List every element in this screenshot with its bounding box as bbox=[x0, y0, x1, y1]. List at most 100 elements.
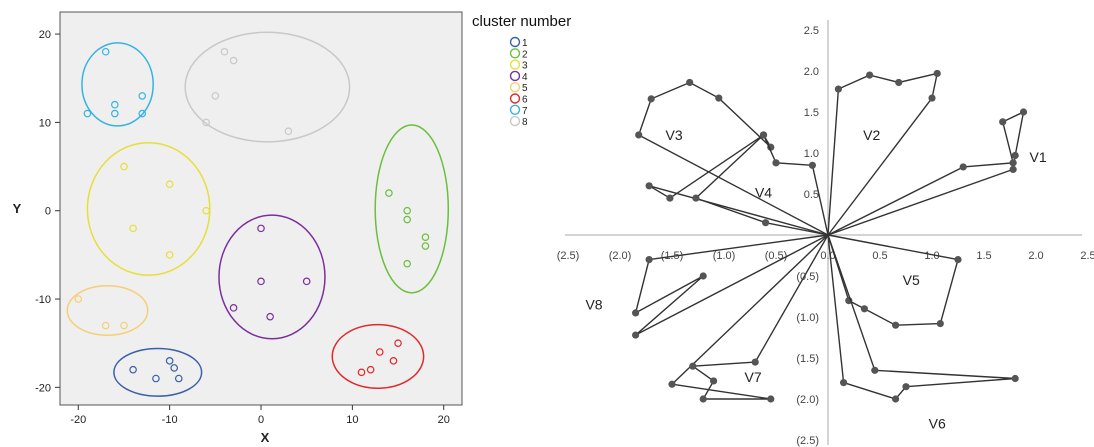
y-tick-label: (1.0) bbox=[796, 312, 819, 324]
cluster-4-ellipse bbox=[218, 214, 326, 340]
cluster-8-point bbox=[220, 47, 229, 56]
y-tick-label: -20 bbox=[35, 382, 51, 394]
cluster-5-point bbox=[74, 295, 83, 303]
cluster-2-point bbox=[421, 242, 430, 250]
cluster-8-point bbox=[202, 118, 210, 127]
y-tick-label: 0 bbox=[45, 206, 51, 218]
x-tick-label: 2.5 bbox=[1080, 250, 1094, 262]
legend-label-2: 2 bbox=[522, 49, 528, 60]
series-v2: V2 bbox=[827, 69, 941, 236]
series-v6: V6 bbox=[827, 234, 1019, 432]
x-axis-ticks: -20 -10 0 10 20 bbox=[70, 405, 450, 426]
y-tick-label: 2.5 bbox=[804, 25, 819, 37]
series-point bbox=[635, 131, 643, 139]
series-point bbox=[645, 182, 653, 190]
series-point bbox=[959, 163, 967, 171]
x-tick-label: (0.5) bbox=[765, 250, 788, 262]
y-tick-label: (0.5) bbox=[796, 271, 819, 283]
series-point bbox=[860, 305, 868, 313]
y-tick-label: 2.0 bbox=[804, 66, 819, 78]
series-point bbox=[1009, 159, 1017, 167]
series-label: V3 bbox=[666, 127, 683, 143]
cluster-2-ellipse bbox=[374, 124, 450, 294]
cluster-6-ellipse bbox=[331, 323, 425, 389]
series-point bbox=[928, 94, 936, 102]
series-point bbox=[647, 95, 655, 103]
y-tick-label: 0.5 bbox=[804, 189, 819, 201]
legend-marker-8 bbox=[509, 115, 521, 127]
ray-to-origin bbox=[811, 165, 829, 236]
legend-label-8: 8 bbox=[522, 117, 528, 128]
cluster-1-ellipse bbox=[113, 347, 203, 397]
series-point bbox=[699, 395, 707, 403]
legend-marker-5 bbox=[509, 81, 521, 93]
cluster-5-ellipse bbox=[66, 285, 149, 336]
cluster-5-point bbox=[120, 321, 128, 330]
series-point bbox=[871, 366, 879, 374]
ray-to-origin bbox=[648, 185, 829, 236]
cluster-1-point bbox=[170, 364, 179, 372]
biplot-chart: (2.5)(2.0)(1.5)(1.0)(0.5)0.00.51.01.52.0… bbox=[557, 20, 1094, 447]
legend-label-1: 1 bbox=[522, 38, 528, 49]
x-tick-label: 10 bbox=[346, 414, 358, 426]
series-v5: V5 bbox=[827, 234, 962, 329]
series-v1: V1 bbox=[827, 108, 1047, 236]
cluster-8-ellipse bbox=[184, 31, 351, 143]
series-point bbox=[834, 85, 842, 93]
ray-to-origin bbox=[827, 97, 933, 236]
x-tick-label: (2.0) bbox=[609, 250, 632, 262]
series-point bbox=[1019, 108, 1028, 116]
x-tick-label: 0 bbox=[258, 414, 264, 426]
series-point bbox=[892, 321, 900, 329]
series-point bbox=[866, 71, 874, 79]
cluster-1-point bbox=[152, 374, 160, 383]
ray-to-origin bbox=[827, 166, 964, 236]
series-point bbox=[632, 331, 640, 339]
cluster-7-point bbox=[101, 47, 110, 56]
x-axis-label: X bbox=[261, 430, 270, 445]
y-tick-label: (2.5) bbox=[796, 435, 819, 447]
series-point bbox=[689, 362, 697, 370]
series-line bbox=[671, 361, 771, 400]
plot-area bbox=[59, 11, 463, 406]
cluster-6-point bbox=[394, 339, 402, 347]
legend-label-6: 6 bbox=[522, 95, 528, 106]
series-point bbox=[895, 78, 903, 87]
series-point bbox=[1011, 151, 1019, 160]
y-tick-label: (2.0) bbox=[796, 394, 819, 406]
cluster-6-point bbox=[389, 357, 398, 365]
ray-to-origin bbox=[827, 168, 1014, 236]
y-tick-label: 1.5 bbox=[804, 107, 819, 119]
cluster-1-point bbox=[165, 357, 174, 365]
legend-label-7: 7 bbox=[522, 106, 528, 117]
cluster-2-point bbox=[403, 215, 411, 224]
series-point bbox=[902, 383, 910, 391]
cluster-7-point bbox=[111, 109, 119, 118]
cluster-2-point bbox=[403, 259, 411, 268]
cluster-4-point bbox=[302, 277, 311, 286]
cluster-7-point bbox=[138, 109, 147, 118]
cluster-1-point bbox=[174, 374, 183, 383]
series-point bbox=[668, 380, 676, 388]
series-point bbox=[645, 256, 653, 264]
cluster-7-point bbox=[138, 92, 147, 100]
cluster-3-point bbox=[165, 251, 174, 259]
legend-label-3: 3 bbox=[522, 61, 528, 72]
x-tick-label: 1.0 bbox=[924, 250, 939, 262]
ray-to-origin bbox=[827, 88, 840, 236]
series-point bbox=[759, 131, 768, 139]
cluster-2-point bbox=[403, 206, 411, 215]
legend-label-4: 4 bbox=[522, 72, 528, 83]
cluster-4-point bbox=[266, 312, 274, 321]
series-point bbox=[686, 78, 694, 87]
ray-to-origin bbox=[638, 134, 829, 236]
ray-to-origin bbox=[754, 234, 829, 363]
legend-marker-3 bbox=[509, 59, 521, 70]
x-tick-label: 1.5 bbox=[976, 250, 991, 262]
cluster-3-point bbox=[129, 224, 137, 233]
series-label: V5 bbox=[903, 272, 920, 288]
cluster-7-ellipse bbox=[81, 42, 154, 127]
series-point bbox=[892, 395, 900, 403]
y-tick-label: 20 bbox=[39, 29, 51, 41]
series-line bbox=[634, 259, 704, 336]
